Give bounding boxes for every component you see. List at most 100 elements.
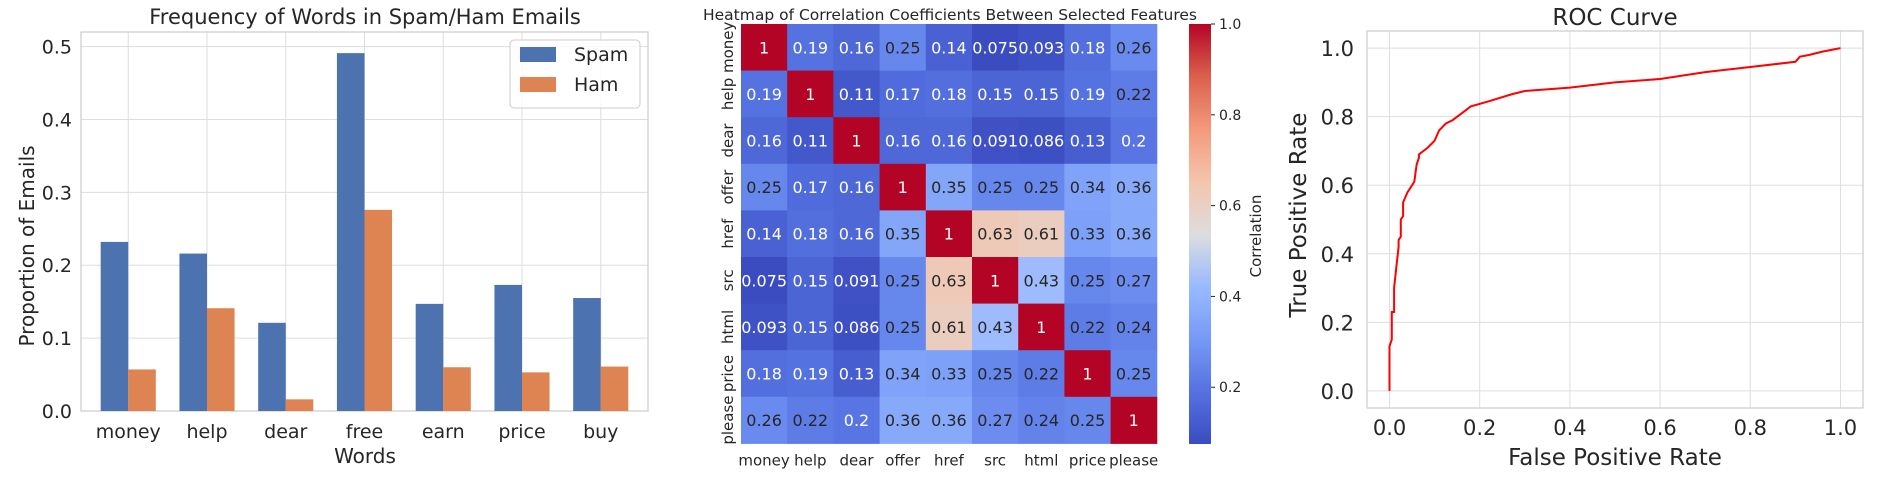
x-tick-label: price bbox=[498, 421, 545, 443]
legend-label-ham: Ham bbox=[574, 74, 618, 96]
heatmap-value: 0.43 bbox=[1023, 271, 1059, 290]
heatmap-value: 0.19 bbox=[792, 38, 828, 57]
y-tick-label: 0.5 bbox=[42, 37, 72, 59]
heatmap-value: 0.075 bbox=[972, 38, 1018, 57]
heatmap-value: 1 bbox=[851, 132, 861, 151]
heatmap-y-label: please bbox=[719, 396, 737, 445]
y-tick-label: 0.2 bbox=[42, 255, 72, 277]
y-tick-label: 0.3 bbox=[42, 182, 72, 204]
heatmap-value: 0.091 bbox=[834, 271, 880, 290]
heatmap-cell-href-help bbox=[787, 210, 834, 258]
heatmap-value: 0.25 bbox=[885, 38, 921, 57]
heatmap-cell-html-dear bbox=[833, 303, 881, 351]
legend: Spam Ham bbox=[509, 39, 641, 109]
heatmap-cell-help-money bbox=[741, 70, 788, 118]
heatmap-x-label: dear bbox=[839, 451, 874, 469]
heatmap-value: 0.35 bbox=[931, 178, 967, 197]
heatmap-cell-html-please bbox=[1110, 303, 1158, 351]
heatmap-value: 0.17 bbox=[885, 85, 921, 104]
heatmap-value: 1 bbox=[898, 178, 908, 197]
heatmap-value: 0.25 bbox=[1070, 271, 1106, 290]
heatmap-value: 0.22 bbox=[1116, 85, 1152, 104]
heatmap-value: 0.16 bbox=[839, 38, 875, 57]
heatmap-cell-help-please bbox=[1110, 70, 1158, 118]
heatmap-value: 0.36 bbox=[885, 411, 921, 430]
bar-ham-earn bbox=[443, 367, 471, 411]
heatmap-cell-price-dear bbox=[833, 350, 881, 398]
heatmap-value: 0.25 bbox=[1070, 411, 1106, 430]
heatmap-cell-price-src bbox=[972, 350, 1019, 398]
heatmap-cell-price-href bbox=[925, 350, 973, 398]
heatmap-cell-money-href bbox=[925, 24, 973, 72]
heatmap-cell-help-price bbox=[1064, 70, 1112, 118]
heatmap-cell-offer-help bbox=[787, 163, 834, 211]
heatmap-value: 0.61 bbox=[1023, 225, 1059, 244]
heatmap-value: 0.19 bbox=[1070, 85, 1106, 104]
legend-label-spam: Spam bbox=[574, 44, 628, 66]
heatmap-y-label: src bbox=[719, 269, 737, 291]
heatmap-value: 1 bbox=[944, 225, 954, 244]
heatmap-cell-html-price bbox=[1064, 303, 1112, 351]
y-tick-label: 1.0 bbox=[1321, 37, 1354, 61]
heatmap-value: 0.18 bbox=[931, 85, 967, 104]
heatmap-value: 0.34 bbox=[1070, 178, 1106, 197]
heatmap-cell-html-money bbox=[741, 303, 788, 351]
heatmap-cell-help-html bbox=[1018, 70, 1065, 118]
heatmap-cell-src-html bbox=[1018, 257, 1065, 305]
x-tick-label: help bbox=[186, 421, 227, 443]
heatmap-value: 0.086 bbox=[834, 318, 880, 337]
heatmap-cell-please-href bbox=[925, 396, 973, 444]
heatmap-cell-html-href bbox=[925, 303, 973, 351]
heatmap-title: Heatmap of Correlation Coefficients Betw… bbox=[703, 6, 1197, 24]
heatmap-value: 1 bbox=[1036, 318, 1046, 337]
y-tick-label: 0.6 bbox=[1321, 174, 1354, 198]
heatmap-cell-dear-money bbox=[741, 117, 788, 165]
heatmap-value: 0.13 bbox=[839, 365, 875, 384]
heatmap-value: 1 bbox=[1082, 365, 1092, 384]
heatmap-value: 0.26 bbox=[1116, 38, 1152, 57]
x-tick-label: earn bbox=[422, 421, 465, 443]
heatmap-value: 0.15 bbox=[792, 271, 828, 290]
heatmap-cell-help-offer bbox=[879, 70, 927, 118]
x-tick-label: 0.2 bbox=[1463, 416, 1496, 440]
legend-swatch-ham bbox=[520, 77, 556, 92]
bar-ham-free bbox=[364, 209, 393, 411]
colorbar-tick-label: 0.4 bbox=[1219, 289, 1241, 305]
heatmap-cell-href-html bbox=[1018, 210, 1065, 258]
heatmap-cell-src-money bbox=[741, 257, 788, 305]
heatmap-cell-please-html bbox=[1018, 396, 1065, 444]
bar-ham-price bbox=[522, 372, 550, 411]
heatmap-cell-src-offer bbox=[879, 257, 927, 305]
heatmap-cell-price-money bbox=[741, 350, 788, 398]
heatmap-value: 0.18 bbox=[746, 365, 782, 384]
heatmap-cell-offer-href bbox=[925, 163, 973, 211]
heatmap-value: 0.27 bbox=[1116, 271, 1152, 290]
bar-chart-xlabel: Words bbox=[334, 444, 396, 468]
heatmap-value: 0.093 bbox=[741, 318, 787, 337]
heatmap-cell-offer-dear bbox=[833, 163, 881, 211]
heatmap-value: 0.34 bbox=[885, 365, 921, 384]
heatmap-value: 0.22 bbox=[1070, 318, 1106, 337]
bar-spam-money bbox=[100, 241, 129, 411]
colorbar-tick-label: 0.2 bbox=[1219, 380, 1241, 396]
heatmap-cell-help-help bbox=[787, 70, 834, 118]
heatmap-value: 0.11 bbox=[792, 132, 828, 151]
roc-chart: ROC Curve False Positive Rate True Posit… bbox=[1286, 5, 1864, 471]
heatmap-value: 0.16 bbox=[885, 132, 921, 151]
heatmap-x-label: src bbox=[984, 451, 1006, 469]
bar-spam-help bbox=[179, 253, 207, 411]
heatmap-value: 0.11 bbox=[839, 85, 875, 104]
heatmap-y-label: href bbox=[719, 218, 737, 249]
heatmap-x-label: href bbox=[934, 451, 965, 469]
heatmap-cell-src-price bbox=[1064, 257, 1112, 305]
heatmap-value: 0.24 bbox=[1023, 411, 1059, 430]
heatmap-value: 0.25 bbox=[977, 178, 1013, 197]
colorbar bbox=[1189, 24, 1211, 444]
y-tick-label: 0.8 bbox=[1321, 106, 1354, 130]
heatmap-value: 0.63 bbox=[977, 225, 1013, 244]
colorbar-tick-label: 0.8 bbox=[1219, 108, 1241, 124]
heatmap-value: 0.25 bbox=[977, 365, 1013, 384]
heatmap-cell-price-html bbox=[1018, 350, 1065, 398]
x-tick-label: 0.8 bbox=[1734, 416, 1767, 440]
heatmap-x-label: price bbox=[1069, 451, 1106, 469]
